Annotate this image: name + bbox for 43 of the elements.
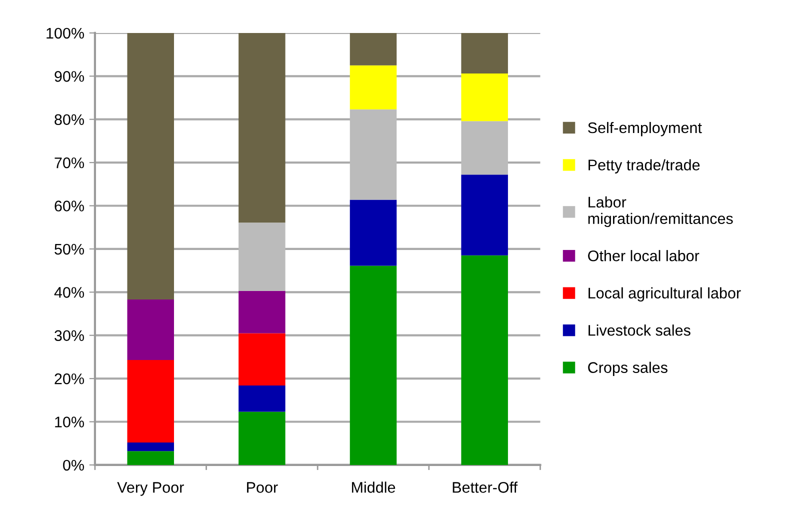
bar [350, 65, 397, 110]
bar [238, 222, 286, 291]
y-tick-label: 10% [55, 416, 84, 428]
bar [461, 74, 508, 122]
bar [238, 32, 286, 223]
bar [127, 360, 174, 442]
bar [350, 200, 397, 266]
bar [461, 121, 508, 175]
y-tick-label: 90% [54, 71, 84, 82]
y-tick-label: 30% [54, 330, 84, 342]
bar [127, 299, 174, 360]
y-tick-label: 80% [54, 114, 84, 126]
x-tick-label: Middle [352, 482, 396, 493]
legend-label: Local agricultural labor [588, 287, 741, 302]
bar [350, 32, 397, 66]
bar [350, 109, 397, 200]
legend-label: Livestock sales [588, 324, 690, 336]
bar [238, 385, 286, 412]
bar [238, 412, 286, 465]
bar [127, 32, 174, 300]
y-tick-label: 60% [54, 200, 84, 212]
x-tick-label: Very Poor [117, 482, 184, 496]
legend-label: Petty trade/trade [588, 159, 700, 174]
x-tick-label: Poor [247, 482, 278, 493]
bar [461, 255, 508, 465]
y-tick-label: 70% [54, 157, 84, 168]
bar [350, 266, 397, 465]
x-tick-label: Better-Off [452, 482, 518, 493]
legend-label: Crops sales [588, 362, 668, 376]
y-tick-label: 100% [46, 28, 84, 39]
legend-label: Other local labor [588, 250, 700, 262]
legend-label: Self-employment [588, 122, 702, 136]
bar [238, 333, 286, 386]
legend-label: Labor migration/remittances [588, 196, 733, 228]
bar [127, 451, 174, 465]
bar [461, 32, 508, 74]
y-tick-label: 0% [63, 460, 84, 471]
y-tick-label: 50% [54, 244, 84, 255]
y-tick-label: 40% [54, 287, 84, 298]
y-tick-label: 20% [54, 373, 84, 384]
bar [238, 290, 286, 334]
bar [461, 174, 508, 256]
bar [127, 442, 174, 452]
